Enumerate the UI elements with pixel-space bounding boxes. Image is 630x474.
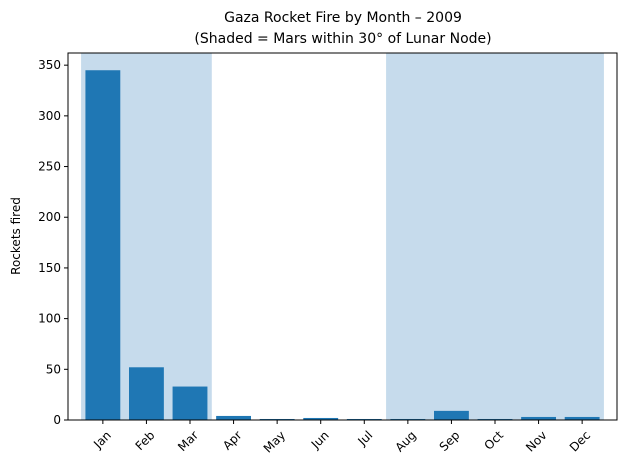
- y-tick-label: 150: [38, 261, 61, 275]
- bars: [85, 70, 600, 421]
- axes: [67, 52, 618, 421]
- y-tick-label: 50: [46, 362, 61, 376]
- x-tick-label: Dec: [567, 428, 593, 454]
- shaded-region-2: [386, 53, 604, 420]
- bar-jan: [85, 70, 121, 421]
- bar-feb: [129, 367, 164, 420]
- plot-frame: [67, 52, 618, 421]
- y-tick-label: 200: [38, 210, 61, 224]
- x-tick-label: Jan: [90, 428, 114, 452]
- bar-nov: [521, 416, 556, 420]
- bar-dec: [564, 416, 600, 420]
- x-tick-label: Nov: [523, 428, 549, 454]
- y-tick-label: 250: [38, 160, 61, 174]
- shaded-regions: [81, 53, 604, 420]
- chart-title: Gaza Rocket Fire by Month – 2009: [224, 10, 462, 26]
- y-tick-label: 300: [38, 109, 61, 123]
- bar-oct: [477, 418, 513, 420]
- x-tick-label: Jul: [354, 428, 375, 449]
- chart-subtitle: (Shaded = Mars within 30° of Lunar Node): [194, 31, 491, 47]
- y-axis-label: Rockets fired: [9, 197, 23, 275]
- bar-mar: [172, 386, 208, 420]
- x-axis-ticks: Jan Feb Mar Apr May Jun Jul Aug Sep Oct Nov Dec: [90, 420, 593, 456]
- x-tick-label: Feb: [133, 428, 158, 453]
- x-tick-label: May: [261, 428, 288, 455]
- bar-sep: [434, 410, 469, 420]
- y-tick-label: 100: [38, 312, 61, 326]
- bar-apr: [216, 415, 251, 420]
- bar-jul: [346, 418, 382, 420]
- x-tick-label: Jun: [308, 428, 332, 452]
- bar-aug: [390, 418, 426, 420]
- x-tick-label: Oct: [481, 428, 506, 453]
- y-axis-ticks: 0 50 100 150 200 250 300 350: [38, 58, 68, 427]
- y-tick-label: 0: [53, 413, 61, 427]
- bar-may: [259, 418, 295, 420]
- x-tick-label: Apr: [220, 428, 245, 453]
- x-tick-label: Sep: [437, 428, 463, 454]
- x-tick-label: Aug: [392, 428, 418, 454]
- y-tick-label: 350: [38, 58, 61, 72]
- bar-jun: [303, 417, 339, 420]
- x-tick-label: Mar: [175, 428, 201, 454]
